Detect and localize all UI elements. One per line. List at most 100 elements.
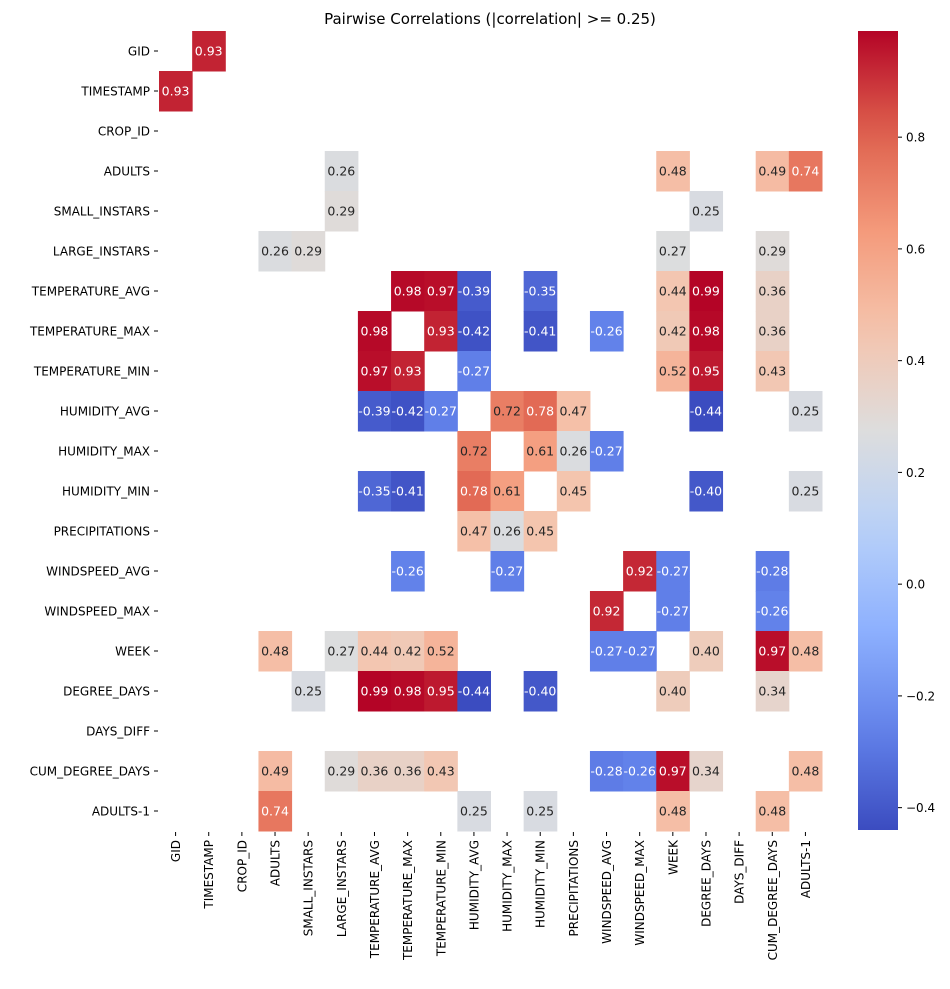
heatmap-cell: 0.43 (424, 751, 458, 792)
cell-rect (357, 311, 392, 352)
heatmap-cell: 0.29 (324, 191, 359, 232)
heatmap-cell: 0.95 (689, 351, 724, 392)
cell-value-label: 0.61 (493, 484, 521, 499)
cell-rect (788, 391, 823, 432)
cell-value-label: 0.26 (327, 164, 355, 179)
y-axis: GID TIMESTAMP CROP_ID ADULTS SMALL_INSTARS LA… (29, 45, 158, 819)
cell-rect (589, 311, 624, 352)
cell-value-label: 0.48 (659, 804, 687, 819)
cell-value-label: 0.78 (526, 404, 554, 419)
x-tick-label: GID (169, 840, 183, 862)
cell-value-label: -0.35 (358, 484, 390, 499)
cell-value-label: 0.36 (394, 764, 422, 779)
x-tick-label: TEMPERATURE_AVG (368, 840, 382, 959)
x-tick-label: TEMPERATURE_MIN (434, 840, 448, 957)
cell-value-label: 0.61 (526, 444, 554, 459)
cell-rect (457, 271, 491, 312)
x-tick-label: ADULTS-1 (799, 840, 813, 898)
heatmap-cell: 0.93 (391, 351, 425, 392)
colorbar-gradient (858, 31, 898, 830)
heatmap-cell: -0.26 (623, 751, 657, 792)
heatmap-cell: -0.27 (656, 591, 690, 632)
heatmap-cell: -0.44 (689, 391, 724, 432)
cell-value-label: 0.25 (526, 804, 554, 819)
cell-value-label: 0.95 (427, 684, 455, 699)
heatmap-cell: 0.98 (391, 671, 425, 712)
colorbar-tick-label: 0.4 (906, 354, 925, 368)
y-tick-label: DAYS_DIFF (86, 725, 150, 739)
colorbar-ticks: −0.4 −0.2 0.0 0.2 0.4 0.6 0.8 (898, 131, 935, 815)
cell-value-label: 0.74 (792, 164, 820, 179)
cell-value-label: 0.45 (526, 524, 554, 539)
heatmap-cell: -0.35 (357, 471, 392, 512)
x-tick-label: LARGE_INSTARS (335, 840, 349, 937)
heatmap-cell: 0.99 (689, 271, 724, 312)
x-tick-label: TEMPERATURE_MAX (401, 840, 415, 961)
heatmap-cell: 0.49 (258, 751, 293, 792)
y-tick-label: WINDSPEED_AVG (46, 565, 150, 579)
cell-value-label: 0.93 (394, 364, 422, 379)
x-tick-label: SMALL_INSTARS (302, 840, 316, 936)
cell-value-label: 0.97 (361, 364, 389, 379)
cell-rect (656, 791, 690, 832)
cell-rect (755, 311, 790, 352)
heatmap-cell: 0.40 (656, 671, 690, 712)
cell-rect (556, 471, 591, 512)
heatmap-cell: 0.92 (623, 551, 657, 592)
heatmap-cell: 0.61 (490, 471, 525, 512)
heatmap-cell: 0.48 (755, 791, 790, 832)
y-tick-label: TEMPERATURE_MIN (33, 365, 150, 379)
cell-value-label: 0.92 (593, 604, 621, 619)
heatmap-cell: 0.36 (391, 751, 425, 792)
heatmap-cell: 0.34 (755, 671, 790, 712)
cell-rect (556, 391, 591, 432)
cell-value-label: 0.25 (792, 404, 820, 419)
heatmap-cell: 0.42 (656, 311, 690, 352)
cell-value-label: 0.52 (427, 644, 455, 659)
heatmap-cell: 0.25 (457, 791, 491, 832)
x-tick-label: CUM_DEGREE_DAYS (766, 840, 780, 960)
cell-value-label: 0.95 (692, 364, 720, 379)
cell-rect (324, 151, 359, 192)
cell-value-label: 0.25 (460, 804, 488, 819)
cell-rect (689, 311, 724, 352)
cell-rect (788, 471, 823, 512)
y-tick-label: WEEK (115, 645, 151, 659)
cell-value-label: -0.39 (358, 404, 390, 419)
cell-rect (490, 551, 525, 592)
heatmap-cell: 0.26 (258, 231, 293, 272)
heatmap-cell: 0.44 (357, 631, 392, 672)
cell-value-label: -0.26 (391, 564, 423, 579)
cell-rect (755, 791, 790, 832)
cell-value-label: -0.41 (391, 484, 423, 499)
heatmap-cell: 0.47 (556, 391, 591, 432)
cell-value-label: 0.74 (261, 804, 289, 819)
colorbar-tick-label: 0.8 (906, 131, 925, 145)
x-tick-label: HUMIDITY_MAX (501, 840, 515, 932)
heatmap-cell: 0.25 (788, 471, 823, 512)
cell-value-label: 0.49 (758, 164, 786, 179)
cell-value-label: 0.47 (559, 404, 587, 419)
cell-rect (656, 271, 690, 312)
y-tick-label: TIMESTAMP (80, 85, 150, 99)
y-tick-label: ADULTS-1 (92, 805, 150, 819)
cell-value-label: 0.34 (758, 684, 786, 699)
cell-value-label: 0.36 (758, 284, 786, 299)
cell-rect (656, 591, 690, 632)
cell-rect (589, 591, 624, 632)
cell-rect (424, 271, 458, 312)
cell-rect (755, 631, 790, 672)
heatmap-cell: -0.27 (490, 551, 525, 592)
cell-rect (689, 191, 724, 232)
y-tick-label: GID (128, 45, 150, 59)
cell-rect (623, 551, 657, 592)
heatmap-cell: 0.95 (424, 671, 458, 712)
heatmap-cell: -0.42 (457, 311, 491, 352)
x-tick-label: HUMIDITY_AVG (467, 840, 481, 930)
cell-value-label: 0.99 (692, 284, 720, 299)
cell-rect (656, 551, 690, 592)
cell-value-label: -0.44 (458, 684, 490, 699)
heatmap-cell: 0.97 (755, 631, 790, 672)
x-tick-label: TIMESTAMP (202, 840, 216, 910)
heatmap-cell: 0.97 (656, 751, 690, 792)
